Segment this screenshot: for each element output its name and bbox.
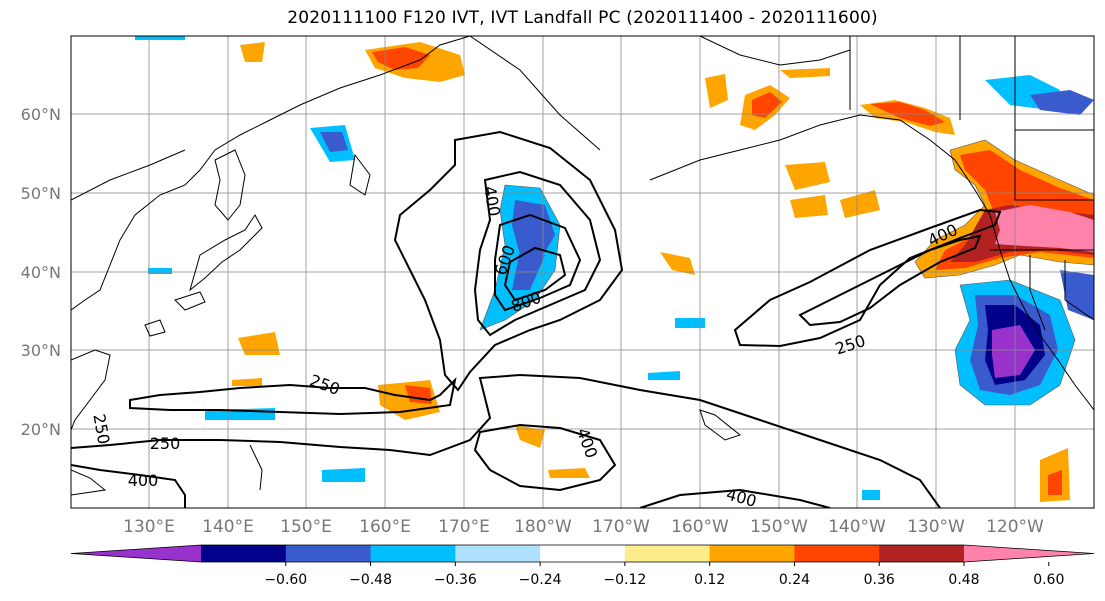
- lat-label: 20°N: [21, 420, 61, 439]
- colorbar-tick-label: 0.48: [948, 572, 979, 588]
- lat-label: 50°N: [21, 184, 61, 203]
- colorbar-bin: [709, 545, 795, 562]
- colorbar-outline: [70, 544, 1095, 563]
- colorbar-extend-high: [964, 545, 1094, 562]
- colorbar-bin: [879, 545, 965, 562]
- colorbar-tick-label: 0.24: [779, 572, 810, 588]
- lon-label: 150°E: [280, 517, 332, 537]
- colorbar-tick-label: −0.36: [434, 572, 477, 588]
- lat-label: 60°N: [21, 105, 61, 124]
- lon-label: 140°E: [202, 517, 254, 537]
- shaded-anomaly-fields: [135, 36, 1094, 502]
- colorbar-tick-label: 0.60: [1033, 572, 1064, 588]
- lon-label: 160°E: [359, 517, 411, 537]
- contour-label: 400: [128, 471, 159, 490]
- ivt-contours: [71, 130, 1002, 508]
- colorbar-tick-label: −0.12: [603, 572, 646, 588]
- colorbar-tick-label: 0.12: [694, 572, 725, 588]
- colorbar-bin: [455, 545, 541, 562]
- colorbar-tick-label: −0.48: [349, 572, 392, 588]
- colorbar-bin: [624, 545, 711, 562]
- latitude-labels: 60°N 50°N 40°N 30°N 20°N: [21, 105, 61, 439]
- colorbar-tick-label: 0.36: [864, 572, 895, 588]
- colorbar: −0.60 −0.48 −0.36 −0.24 −0.12 0.12 0.24 0.36 0.4…: [70, 544, 1095, 588]
- lon-label: 140°W: [828, 517, 886, 537]
- lon-label: 170°E: [438, 517, 490, 537]
- colorbar-tick-label: −0.60: [264, 572, 307, 588]
- map-gridlines: [71, 36, 1094, 508]
- map-frame: [70, 35, 1095, 509]
- colorbar-tick-label: −0.24: [519, 572, 562, 588]
- coastlines: [71, 36, 1094, 496]
- longitude-labels: 130°E 140°E 150°E 160°E 170°E 180°W 170°…: [123, 517, 1044, 537]
- lon-label: 180°W: [514, 517, 572, 537]
- chart-title: 2020111100 F120 IVT, IVT Landfall PC (20…: [287, 8, 878, 28]
- colorbar-bin: [540, 545, 626, 562]
- colorbar-bin: [285, 545, 372, 562]
- lat-label: 40°N: [21, 263, 61, 282]
- lon-label: 130°W: [907, 517, 965, 537]
- colorbar-bin: [201, 545, 287, 562]
- contour-label: 250: [150, 434, 181, 453]
- contour-label: 400: [724, 485, 758, 511]
- lon-label: 130°E: [123, 517, 175, 537]
- colorbar-extend-low: [71, 545, 201, 562]
- colorbar-bin: [370, 545, 456, 562]
- lon-label: 120°W: [986, 517, 1044, 537]
- lon-label: 150°W: [750, 517, 808, 537]
- lon-label: 170°W: [592, 517, 650, 537]
- colorbar-bin: [794, 545, 880, 562]
- lat-label: 30°N: [21, 341, 61, 360]
- lon-label: 160°W: [671, 517, 729, 537]
